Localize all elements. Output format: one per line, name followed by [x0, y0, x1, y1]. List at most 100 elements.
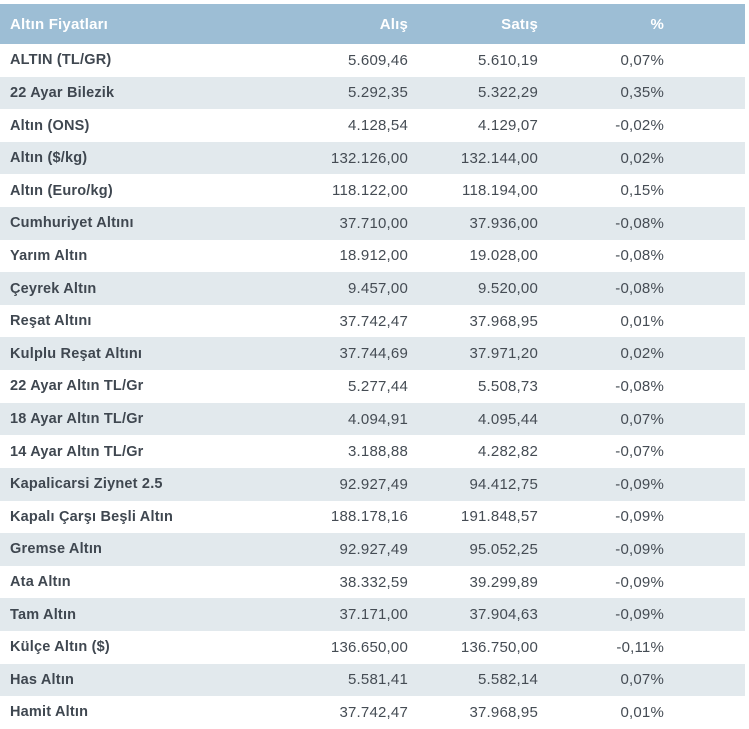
buy-price: 9.457,00	[348, 280, 408, 298]
instrument-label: 22 Ayar Bilezik	[10, 84, 115, 101]
table-row: Gremse Altın 92.927,49 95.052,25 -0,09%	[0, 533, 745, 566]
instrument-label: Altın (ONS)	[10, 117, 90, 134]
buy-price: 5.277,44	[348, 377, 408, 395]
change-percent: 0,07%	[620, 410, 664, 428]
instrument-label: Gremse Altın	[10, 541, 103, 558]
buy-price: 5.581,41	[348, 671, 408, 689]
buy-price: 4.094,91	[348, 410, 408, 428]
change-percent: -0,11%	[616, 638, 664, 656]
change-percent: -0,08%	[615, 247, 664, 265]
change-percent: 0,01%	[620, 703, 664, 721]
buy-price: 37.742,47	[339, 312, 408, 330]
change-percent: 0,15%	[620, 182, 664, 200]
sell-price: 37.904,63	[469, 606, 538, 624]
change-percent: 0,01%	[620, 312, 664, 330]
sell-price: 136.750,00	[460, 638, 538, 656]
column-header-sell: Satış	[501, 15, 538, 33]
instrument-label: 14 Ayar Altın TL/Gr	[10, 443, 144, 460]
change-percent: -0,02%	[615, 117, 664, 135]
change-percent: -0,09%	[615, 508, 664, 526]
table-row: Altın (Euro/kg) 118.122,00 118.194,00 0,…	[0, 174, 745, 208]
column-header-buy: Alış	[379, 15, 408, 33]
column-header-change: %	[650, 15, 664, 33]
change-percent: -0,08%	[615, 214, 664, 232]
table-row: Külçe Altın ($) 136.650,00 136.750,00 -0…	[0, 630, 745, 664]
change-percent: 0,07%	[620, 51, 664, 69]
buy-price: 37.744,69	[339, 345, 408, 363]
buy-price: 37.742,47	[339, 703, 408, 721]
table-row: Kapalicarsi Ziynet 2.5 92.927,49 94.412,…	[0, 467, 745, 501]
sell-price: 39.299,89	[469, 573, 538, 591]
table-row: Altın ($/kg) 132.126,00 132.144,00 0,02%	[0, 141, 745, 175]
change-percent: 0,02%	[620, 149, 664, 167]
table-row: 14 Ayar Altın TL/Gr 3.188,88 4.282,82 -0…	[0, 435, 745, 468]
instrument-label: Yarım Altın	[10, 247, 88, 264]
instrument-label: Kapalicarsi Ziynet 2.5	[10, 476, 163, 493]
table-row: Ata Altın 38.332,59 39.299,89 -0,09%	[0, 565, 745, 599]
instrument-label: 18 Ayar Altın TL/Gr	[10, 411, 144, 427]
change-percent: -0,08%	[615, 280, 664, 298]
sell-price: 4.095,44	[478, 410, 538, 428]
change-percent: -0,08%	[615, 377, 664, 395]
table-row: Hamit Altın 37.742,47 37.968,95 0,01%	[0, 696, 745, 729]
sell-price: 5.582,14	[478, 671, 538, 689]
sell-price: 4.282,82	[478, 443, 538, 461]
sell-price: 9.520,00	[478, 280, 538, 298]
instrument-label: Ata Altın	[10, 574, 71, 591]
table-row: 22 Ayar Bilezik 5.292,35 5.322,29 0,35%	[0, 76, 745, 110]
instrument-label: Çeyrek Altın	[10, 280, 97, 297]
change-percent: -0,07%	[615, 443, 664, 461]
sell-price: 37.936,00	[469, 214, 538, 232]
table-row: Çeyrek Altın 9.457,00 9.520,00 -0,08%	[0, 272, 745, 305]
sell-price: 4.129,07	[478, 117, 538, 135]
table-row: Tam Altın 37.171,00 37.904,63 -0,09%	[0, 598, 745, 631]
instrument-label: Külçe Altın ($)	[10, 639, 110, 656]
instrument-label: Altın (Euro/kg)	[10, 182, 113, 199]
sell-price: 5.322,29	[478, 84, 538, 102]
sell-price: 94.412,75	[469, 475, 538, 493]
change-percent: 0,02%	[620, 345, 664, 363]
table-body: ALTIN (TL/GR) 5.609,46 5.610,19 0,07% 22…	[0, 44, 745, 729]
instrument-label: Tam Altın	[10, 606, 77, 623]
buy-price: 118.122,00	[332, 182, 408, 200]
sell-price: 37.968,95	[469, 703, 538, 721]
buy-price: 38.332,59	[339, 573, 408, 591]
buy-price: 37.710,00	[339, 214, 408, 232]
table-row: Kulplu Reşat Altını 37.744,69 37.971,20 …	[0, 337, 745, 371]
table-row: Reşat Altını 37.742,47 37.968,95 0,01%	[0, 304, 745, 338]
sell-price: 118.194,00	[462, 182, 538, 200]
sell-price: 5.508,73	[478, 377, 538, 395]
change-percent: -0,09%	[615, 606, 664, 624]
instrument-label: ALTIN (TL/GR)	[10, 52, 112, 69]
buy-price: 92.927,49	[339, 475, 408, 493]
buy-price: 37.171,00	[339, 606, 408, 624]
instrument-label: Kapalı Çarşı Beşli Altın	[10, 508, 174, 525]
instrument-label: Has Altın	[10, 671, 75, 688]
buy-price: 5.609,46	[348, 51, 408, 69]
sell-price: 19.028,00	[469, 247, 538, 265]
buy-price: 132.126,00	[330, 149, 408, 167]
change-percent: -0,09%	[615, 540, 664, 558]
sell-price: 132.144,00	[460, 149, 538, 167]
change-percent: 0,35%	[620, 84, 664, 102]
instrument-label: Kulplu Reşat Altını	[10, 345, 143, 362]
buy-price: 5.292,35	[348, 84, 408, 102]
instrument-label: Cumhuriyet Altını	[10, 215, 134, 232]
buy-price: 136.650,00	[330, 638, 408, 656]
buy-price: 3.188,88	[348, 443, 408, 461]
sell-price: 37.971,20	[469, 345, 538, 363]
instrument-label: 22 Ayar Altın TL/Gr	[10, 378, 144, 395]
buy-price: 188.178,16	[330, 508, 408, 526]
sell-price: 5.610,19	[478, 51, 538, 69]
sell-price: 37.968,95	[469, 312, 538, 330]
table-row: Altın (ONS) 4.128,54 4.129,07 -0,02%	[0, 109, 745, 142]
instrument-label: Altın ($/kg)	[10, 150, 88, 167]
buy-price: 18.912,00	[339, 247, 408, 265]
change-percent: -0,09%	[615, 573, 664, 591]
buy-price: 92.927,49	[339, 540, 408, 558]
table-row: Has Altın 5.581,41 5.582,14 0,07%	[0, 663, 745, 697]
table-row: ALTIN (TL/GR) 5.609,46 5.610,19 0,07%	[0, 44, 745, 77]
change-percent: -0,09%	[615, 475, 664, 493]
table-row: Kapalı Çarşı Beşli Altın 188.178,16 191.…	[0, 500, 745, 534]
instrument-label: Hamit Altın	[10, 704, 89, 721]
